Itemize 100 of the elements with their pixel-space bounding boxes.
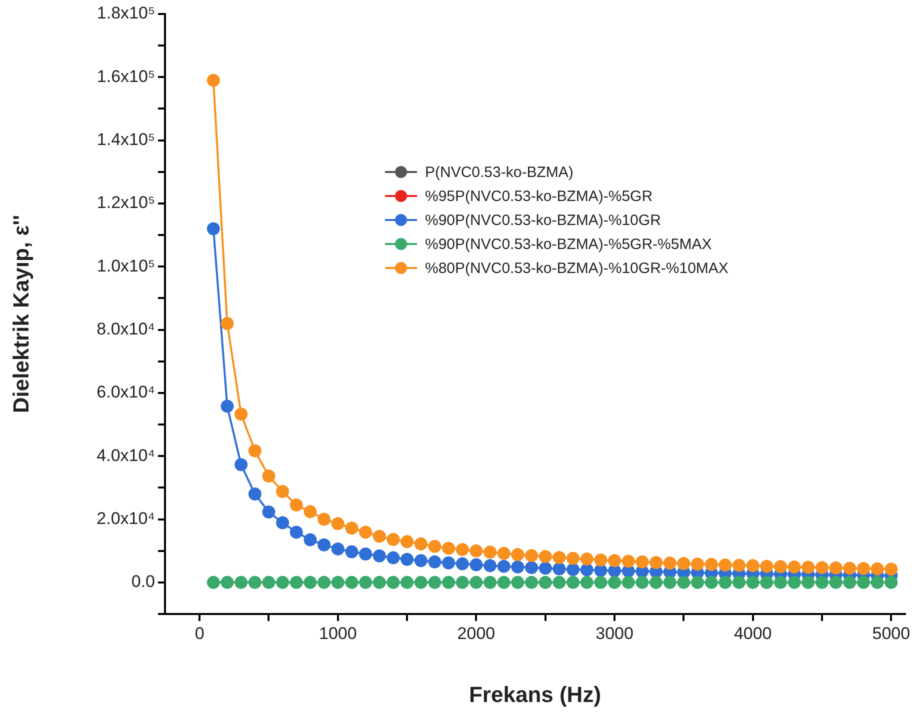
point [870, 576, 884, 589]
point [359, 526, 372, 539]
y-axis-title: Dielektrik Kayıp, ε'' [8, 214, 34, 414]
point [206, 74, 220, 87]
point [220, 400, 234, 413]
y-tick-label: 6.0x10⁴ [96, 382, 155, 402]
point [428, 540, 442, 553]
point [470, 558, 483, 572]
point [732, 558, 746, 572]
point [484, 559, 497, 572]
x-tick-label: 4000 [734, 624, 772, 643]
point [525, 549, 538, 562]
point [290, 498, 303, 512]
point [220, 316, 234, 330]
point [511, 548, 524, 562]
point [843, 562, 856, 575]
y-tick-label: 1.6x10⁵ [96, 66, 155, 86]
legend-label: P(NVC0.53-ko-BZMA) [425, 164, 574, 180]
x-axis-title: Frekans (Hz) [468, 682, 602, 707]
point [234, 408, 248, 421]
point [345, 576, 358, 589]
x-tick-label: 5000 [872, 624, 910, 643]
point [566, 576, 580, 589]
point [262, 576, 276, 589]
point [456, 557, 469, 570]
point [622, 576, 635, 589]
point [331, 517, 344, 530]
point [829, 576, 842, 589]
point [290, 526, 303, 539]
point [206, 576, 220, 589]
point [677, 576, 690, 589]
point [802, 560, 815, 574]
point [718, 576, 732, 589]
point [470, 576, 483, 589]
y-tick-label: 1.2x10⁵ [96, 193, 155, 212]
point [691, 576, 704, 589]
point [484, 546, 497, 559]
x-tick-label: 1000 [318, 624, 357, 643]
point [538, 562, 552, 575]
point [829, 561, 842, 574]
legend-label: %95P(NVC0.53-ko-BZMA)-%5GR [425, 188, 653, 204]
point [704, 576, 718, 589]
point [650, 556, 663, 570]
point [386, 576, 400, 589]
point [816, 561, 829, 574]
y-tick-label: 0.0 [131, 572, 155, 592]
point [331, 576, 344, 589]
point [318, 512, 331, 526]
point [718, 558, 732, 572]
point [442, 542, 456, 555]
point [331, 542, 344, 556]
point [788, 576, 801, 589]
point [372, 549, 386, 562]
point [206, 222, 220, 236]
point [857, 576, 870, 589]
point [497, 546, 510, 560]
point [816, 576, 829, 589]
point [511, 576, 524, 589]
legend-label: %90P(NVC0.53-ko-BZMA)-%5GR-%5MAX [425, 236, 712, 252]
point [428, 555, 442, 568]
point [788, 560, 801, 574]
y-tick-label: 1.4x10⁵ [96, 130, 155, 150]
point [704, 558, 718, 571]
point [663, 576, 676, 589]
point [608, 554, 622, 568]
point [372, 576, 386, 589]
point [884, 562, 898, 576]
point [400, 552, 414, 566]
point [318, 576, 331, 589]
point [386, 532, 400, 546]
point [870, 562, 884, 576]
point [884, 576, 898, 589]
point [774, 576, 788, 589]
point [538, 576, 552, 589]
point [304, 576, 317, 589]
point [525, 576, 538, 589]
point [414, 576, 428, 589]
y-tick-label: 2.0x10⁴ [96, 508, 155, 528]
point [428, 576, 442, 589]
point [248, 576, 262, 589]
point [276, 576, 290, 589]
point [746, 576, 760, 589]
point [580, 552, 594, 566]
point [594, 554, 608, 566]
y-tick-label: 1.0x10⁵ [96, 256, 155, 276]
point [304, 505, 317, 518]
point [552, 562, 566, 576]
point [774, 560, 788, 574]
point [318, 538, 331, 552]
point [372, 530, 386, 543]
point [857, 562, 870, 576]
point [580, 563, 594, 576]
point [566, 552, 580, 565]
point [442, 556, 456, 570]
point [691, 558, 704, 571]
point [220, 576, 234, 589]
point [386, 551, 400, 564]
point [456, 543, 469, 556]
point [580, 576, 594, 589]
point [608, 576, 622, 589]
